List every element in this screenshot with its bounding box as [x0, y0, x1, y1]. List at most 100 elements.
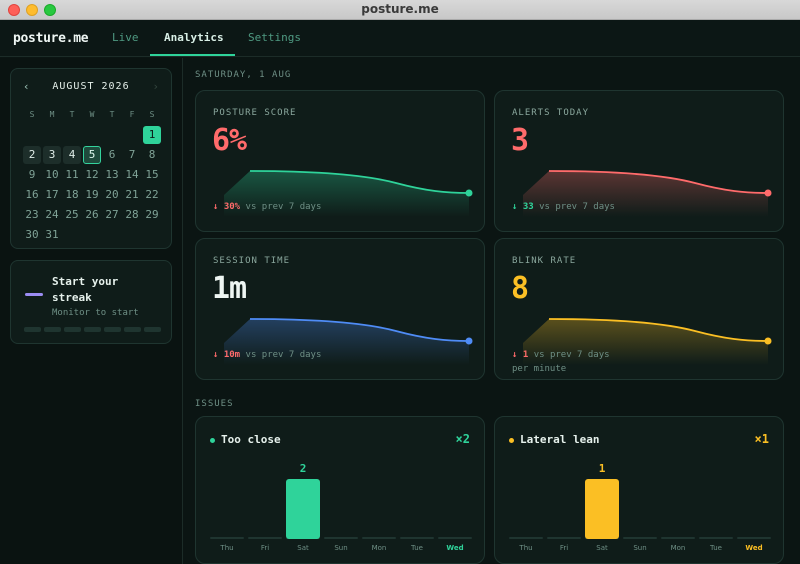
issue-card: Lateral lean ×1 1 Thu Fri Sat Sun Mon Tue Wed: [494, 416, 784, 564]
calendar-day-22[interactable]: 22: [145, 188, 159, 201]
weekday-header: T: [109, 110, 115, 119]
calendar-day-19[interactable]: 19: [85, 188, 99, 201]
issue-bar-column: [661, 479, 695, 539]
bar-baseline: [509, 537, 543, 539]
metric-label: SESSION TIME: [213, 256, 291, 266]
date-label: SATURDAY, 1 AUG: [195, 70, 292, 80]
trend-endpoint: [465, 337, 473, 345]
calendar-day-20[interactable]: 20: [105, 188, 119, 201]
metric-card: SESSION TIME 1m ↓ 10m vs prev 7 days: [195, 238, 485, 380]
issue-bar[interactable]: [286, 479, 320, 539]
calendar-day-30[interactable]: 30: [25, 228, 39, 241]
issue-day-label: Fri: [559, 544, 569, 552]
calendar-empty-cell: [122, 125, 142, 145]
calendar-day-28[interactable]: 28: [125, 208, 139, 221]
tab-analytics[interactable]: Analytics: [164, 31, 224, 44]
calendar-day-23[interactable]: 23: [25, 208, 39, 221]
issue-bar-column: [248, 479, 282, 539]
calendar-day-26[interactable]: 26: [85, 208, 99, 221]
next-month-button[interactable]: ›: [152, 80, 159, 93]
issue-bar-column: [438, 479, 472, 539]
metric-card: BLINK RATE 8 ↓ 1 vs prev 7 days per minute: [494, 238, 784, 380]
calendar-day-24[interactable]: 24: [45, 208, 59, 221]
calendar: ‹ AUGUST 2026 › S M T W T F S 1 2 3 4 5 6 7 8 9 10 11 12 13…: [10, 68, 172, 249]
calendar-day-5[interactable]: 5: [83, 146, 101, 164]
calendar-day-21[interactable]: 21: [125, 188, 139, 201]
weekday-header: M: [49, 110, 55, 119]
app-nav: posture.me Live Analytics Settings: [0, 20, 800, 57]
delta-text: vs prev 7 days: [539, 202, 615, 212]
calendar-day-25[interactable]: 25: [65, 208, 79, 221]
calendar-day-27[interactable]: 27: [105, 208, 119, 221]
trend-endpoint: [764, 337, 772, 345]
issue-day-label: Wed: [446, 544, 464, 552]
calendar-day-2[interactable]: 2: [23, 146, 41, 164]
calendar-day-15[interactable]: 15: [145, 168, 159, 181]
metric-value: 3: [511, 123, 529, 158]
calendar-day-14[interactable]: 14: [125, 168, 139, 181]
calendar-day-4[interactable]: 4: [63, 146, 81, 164]
metric-card: POSTURE SCORE 6% ↓ 30% vs prev 7 days: [195, 90, 485, 232]
metric-card: ALERTS TODAY 3 ↓ 33 vs prev 7 days: [494, 90, 784, 232]
streak-title: Start your streak: [52, 275, 119, 304]
issue-bar-chart: 1: [509, 462, 773, 539]
calendar-day-8[interactable]: 8: [148, 148, 156, 161]
metric-value: 1m: [212, 271, 247, 306]
calendar-grid: S M T W T F S 1 2 3 4 5 6 7 8 9 10 11 12 13 14 15 16 17 18 19 20 21…: [22, 105, 162, 245]
metric-trend-chart: [224, 318, 473, 365]
calendar-day-7[interactable]: 7: [128, 148, 136, 161]
calendar-day-13[interactable]: 13: [105, 168, 119, 181]
calendar-day-9[interactable]: 9: [28, 168, 36, 181]
trend-area: [224, 319, 469, 365]
metric-value: 8: [511, 271, 529, 306]
calendar-day-12[interactable]: 12: [85, 168, 99, 181]
delta-arrow: ↓: [213, 350, 219, 360]
delta-value: 30%: [223, 202, 241, 212]
issue-bar-column: [509, 479, 543, 539]
calendar-empty-cell: [82, 125, 102, 145]
issue-bar-value: 2: [299, 462, 307, 475]
issue-bar[interactable]: [585, 479, 619, 539]
calendar-day-10[interactable]: 10: [45, 168, 59, 181]
tab-live[interactable]: Live: [112, 31, 139, 44]
app-logo: posture.me: [13, 31, 89, 46]
delta-text: vs prev 7 days: [245, 350, 322, 360]
metric-delta: ↓ 33 vs prev 7 days: [512, 202, 615, 212]
weekday-header: F: [129, 110, 135, 119]
delta-text: vs prev 7 days: [245, 202, 322, 212]
calendar-day-11[interactable]: 11: [65, 168, 79, 181]
trend-area: [523, 319, 768, 365]
delta-arrow: ↓: [512, 350, 518, 360]
zoom-window-button[interactable]: [44, 4, 56, 16]
close-window-button[interactable]: [8, 4, 20, 16]
calendar-day-3[interactable]: 3: [43, 146, 61, 164]
prev-month-button[interactable]: ‹: [23, 80, 30, 93]
calendar-day-1[interactable]: 1: [143, 126, 161, 144]
streak-card: Start your streak Monitor to start: [10, 260, 172, 344]
calendar-empty-cell: [42, 125, 62, 145]
metric-delta: ↓ 1 vs prev 7 days: [512, 350, 610, 360]
weekday-header: W: [89, 110, 95, 119]
streak-segment: [104, 327, 121, 332]
tab-settings[interactable]: Settings: [248, 31, 301, 44]
main-content: SATURDAY, 1 AUG POSTURE SCORE 6% ↓ 30% vs …: [184, 58, 800, 564]
calendar-day-17[interactable]: 17: [45, 188, 59, 201]
calendar-day-29[interactable]: 29: [145, 208, 159, 221]
metric-trend-chart: [523, 318, 772, 365]
bar-baseline: [438, 537, 472, 539]
calendar-day-18[interactable]: 18: [65, 188, 79, 201]
calendar-empty-cell: [102, 125, 122, 145]
calendar-day-16[interactable]: 16: [25, 188, 39, 201]
trend-endpoint: [764, 189, 772, 197]
delta-arrow: ↓: [512, 202, 518, 212]
issue-bar-chart: 2: [210, 462, 474, 539]
minimize-window-button[interactable]: [26, 4, 38, 16]
calendar-day-6[interactable]: 6: [108, 148, 116, 161]
issue-bar-column: [324, 479, 358, 539]
metric-trend-chart: [224, 170, 473, 217]
issue-color-dot: [210, 437, 215, 443]
calendar-month: AUGUST 2026: [52, 81, 130, 92]
issue-color-dot: [509, 437, 514, 443]
issue-bar-column: [210, 479, 244, 539]
calendar-day-31[interactable]: 31: [45, 228, 59, 241]
